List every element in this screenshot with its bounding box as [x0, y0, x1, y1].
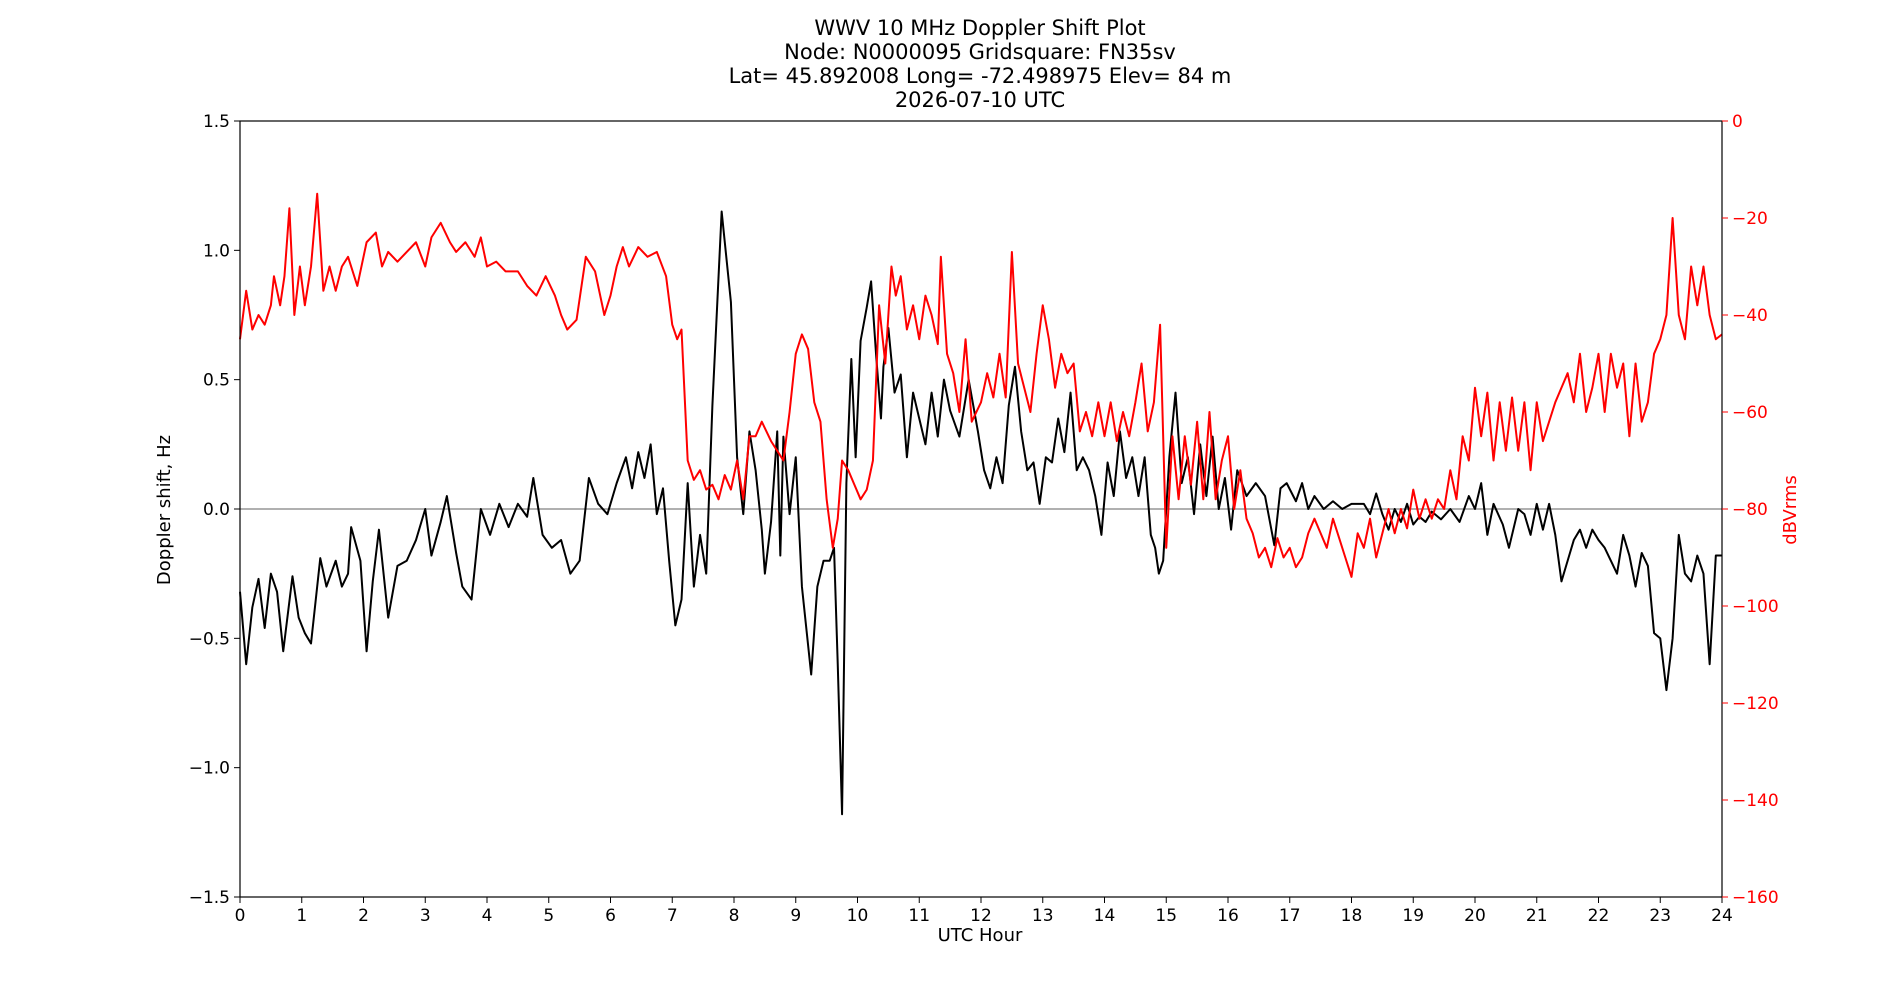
y-right-tick-label: −100 [1732, 597, 1779, 617]
x-tick-label: 20 [1464, 906, 1486, 926]
y-left-tick-label: 1.0 [203, 241, 230, 261]
chart-title-line-1: WWV 10 MHz Doppler Shift Plot [814, 16, 1145, 40]
x-tick-label: 11 [908, 906, 930, 926]
x-tick-label: 2 [358, 906, 369, 926]
y-right-tick-label: −160 [1732, 888, 1779, 908]
y-right-tick-label: −80 [1732, 500, 1768, 520]
y-axis-label-right: dBVrms [1780, 475, 1801, 545]
x-tick-label: 13 [1032, 906, 1054, 926]
y-left-tick-label: −1.5 [189, 888, 230, 908]
x-tick-label: 12 [970, 906, 992, 926]
x-tick-label: 19 [1402, 906, 1424, 926]
chart-title-line-4: 2026-07-10 UTC [895, 88, 1065, 112]
y-right-tick-label: −120 [1732, 694, 1779, 714]
y-left-tick-label: −0.5 [189, 629, 230, 649]
x-tick-label: 8 [729, 906, 740, 926]
x-tick-label: 3 [420, 906, 431, 926]
y-right-tick-label: −60 [1732, 403, 1768, 423]
y-left-tick-label: 1.5 [203, 112, 230, 132]
y-right-tick-label: −20 [1732, 209, 1768, 229]
x-tick-label: 23 [1649, 906, 1671, 926]
chart-title-line-3: Lat= 45.892008 Long= -72.498975 Elev= 84… [729, 64, 1232, 88]
x-tick-label: 16 [1217, 906, 1239, 926]
y-axis-label-left: Doppler shift, Hz [154, 435, 175, 585]
y-left-tick-label: 0.5 [203, 371, 230, 391]
series-layer [239, 192, 1723, 816]
y-left-tick-label: 0.0 [203, 500, 230, 520]
y-right-tick-label: −40 [1732, 306, 1768, 326]
x-tick-label: 4 [482, 906, 493, 926]
x-tick-label: 14 [1094, 906, 1116, 926]
x-tick-label: 22 [1588, 906, 1610, 926]
x-tick-label: 7 [667, 906, 678, 926]
x-tick-label: 21 [1526, 906, 1548, 926]
x-tick-label: 9 [790, 906, 801, 926]
x-tick-label: 10 [847, 906, 869, 926]
axes-layer: 0 1 2 3 4 5 6 7 8 9 10 11 12 13 14 15 16 17 18 19 20 21 22 23 24… [189, 112, 1779, 926]
signal-power-line [239, 192, 1723, 578]
x-tick-label: 17 [1279, 906, 1301, 926]
x-tick-label: 24 [1711, 906, 1733, 926]
chart-title-line-2: Node: N0000095 Gridsquare: FN35sv [784, 40, 1176, 64]
x-tick-label: 0 [235, 906, 246, 926]
x-axis-label: UTC Hour [938, 925, 1023, 946]
x-tick-label: 5 [543, 906, 554, 926]
x-tick-label: 15 [1155, 906, 1177, 926]
y-right-tick-label: −140 [1732, 791, 1779, 811]
doppler-shift-line [239, 210, 1722, 816]
y-left-tick-label: −1.0 [189, 759, 230, 779]
x-tick-label: 18 [1341, 906, 1363, 926]
x-tick-label: 1 [296, 906, 307, 926]
y-right-tick-label: 0 [1732, 112, 1743, 132]
x-tick-label: 6 [605, 906, 616, 926]
